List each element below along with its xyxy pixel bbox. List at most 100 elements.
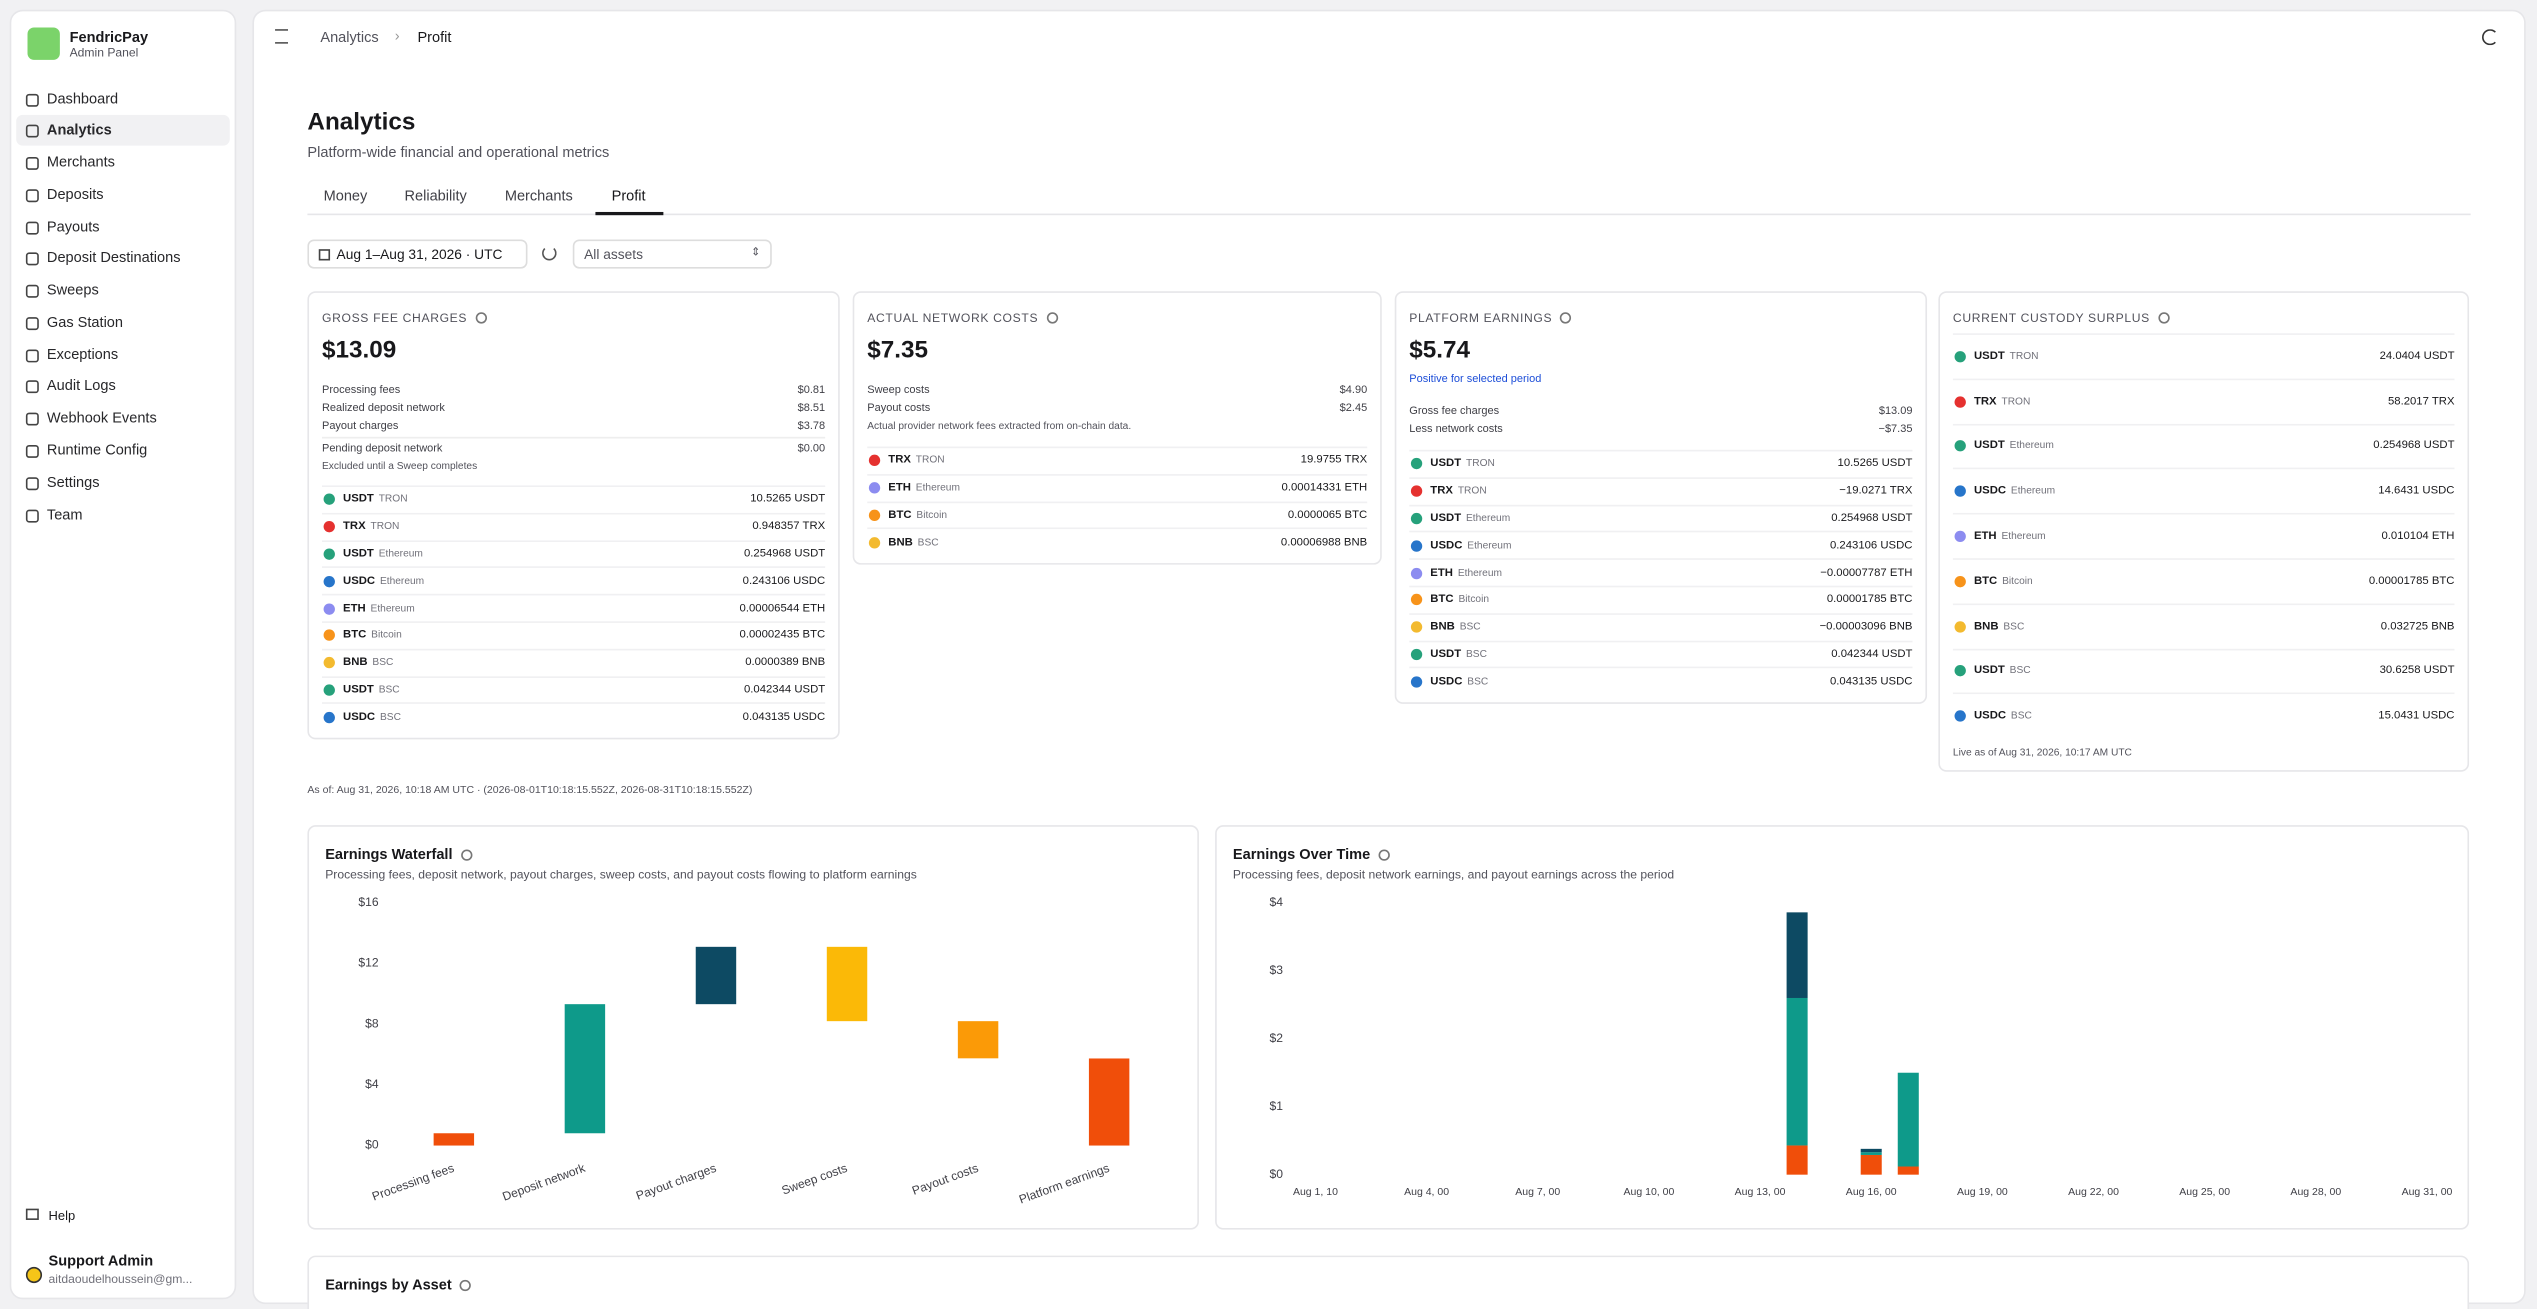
help-text: Help	[48, 1208, 76, 1224]
asset-chain: Ethereum	[2001, 530, 2046, 543]
nav-item[interactable]: Dashboard	[16, 83, 230, 114]
waterfall-bar	[433, 1133, 475, 1146]
nav-item[interactable]: Payouts	[16, 211, 230, 242]
y-tick-label: $0	[365, 1138, 379, 1152]
asset-symbol: BNB	[1973, 620, 1999, 633]
asset-row: ETH Ethereum 0.00006544 ETH	[321, 594, 826, 621]
x-tick-label: Aug 28, 00	[2290, 1186, 2341, 1198]
asset-row: ETH Ethereum 0.010104 ETH	[1952, 513, 2455, 558]
chart-title: Earnings Waterfall	[325, 846, 472, 862]
breakdown-row: Gross fee charges $13.09	[1409, 403, 1912, 421]
breakdown-label: Gross fee charges	[1409, 406, 1500, 418]
help-link[interactable]: Help	[25, 1208, 76, 1224]
asset-select[interactable]: All assets ⇕	[572, 239, 772, 269]
asset-chain: TRON	[1466, 458, 1495, 470]
asset-amount: 0.00006544 ETH	[739, 602, 826, 615]
nav-item[interactable]: Gas Station	[16, 307, 230, 338]
asset-row: TRX TRON 0.948357 TRX	[321, 512, 826, 540]
asset-chain: Bitcoin	[916, 509, 948, 521]
tab[interactable]: Merchants	[504, 187, 573, 204]
asset-row: USDC Ethereum 14.6431 USDC	[1952, 468, 2455, 513]
nav-item[interactable]: Merchants	[16, 147, 230, 178]
asset-chain: Ethereum	[2010, 485, 2056, 498]
asset-symbol: USDC	[1430, 675, 1463, 688]
asset-list: USDT TRON 10.5265 USDT TRX TRON −19.0271 TRX U…	[1409, 449, 1913, 695]
nav-item[interactable]: Audit Logs	[16, 371, 230, 402]
theme-toggle[interactable]	[2482, 29, 2499, 46]
card-title: GROSS FEE CHARGES	[322, 309, 825, 328]
asset-icon	[1410, 512, 1423, 525]
breakdown-row: Payout costs $2.45	[867, 400, 1367, 418]
asset-chain: BSC	[2003, 620, 2025, 633]
card-title: ACTUAL NETWORK COSTS	[867, 309, 1367, 328]
refresh-button[interactable]	[542, 245, 557, 261]
nav-label: Runtime Config	[46, 441, 148, 458]
nav-icon	[25, 125, 39, 138]
nav-label: Deposits	[46, 185, 104, 202]
user-name[interactable]: Support Admin	[48, 1252, 154, 1269]
breakdown-value: $13.09	[1878, 406, 1913, 418]
breakdown-label: Processing fees	[321, 385, 401, 397]
date-filter[interactable]: Aug 1–Aug 31, 2026 · UTC	[307, 239, 528, 269]
asset-icon	[1954, 620, 1966, 633]
asset-amount: 0.254968 USDT	[743, 548, 826, 560]
nav-item[interactable]: Deposit Destinations	[16, 243, 230, 274]
nav-item[interactable]: Deposits	[16, 179, 230, 210]
asset-row: TRX TRON −19.0271 TRX	[1409, 476, 1913, 504]
chart-title: Earnings Over Time	[1233, 846, 1390, 862]
asset-list: USDT TRON 24.0404 USDT TRX TRON 58.2017 TRX US…	[1952, 333, 2455, 738]
asset-symbol: BTC	[1973, 575, 1998, 588]
chart-card: Earnings by Asset	[307, 1255, 2470, 1309]
asset-chain: TRON	[915, 455, 945, 467]
tab[interactable]: Reliability	[404, 187, 467, 204]
nav-item[interactable]: Settings	[16, 467, 230, 498]
nav-item[interactable]: Webhook Events	[16, 403, 230, 434]
asset-row: BNB BSC 0.0000389 BNB	[321, 648, 826, 675]
as-of: As of: Aug 31, 2026, 10:18 AM UTC · (202…	[307, 784, 753, 797]
nav-item[interactable]: Team	[16, 499, 230, 530]
nav-label: Team	[46, 505, 83, 522]
card-value: $13.09	[321, 336, 397, 365]
tab[interactable]: Profit	[611, 187, 646, 204]
breakdown-label: Payout costs	[867, 402, 931, 415]
asset-amount: 58.2017 TRX	[2387, 395, 2455, 408]
asset-chain: Ethereum	[370, 602, 415, 615]
nav-item[interactable]: Sweeps	[16, 275, 230, 306]
asset-chain: BSC	[379, 711, 401, 723]
nav-icon	[25, 93, 39, 106]
bar-segment	[1897, 1072, 1919, 1167]
asset-chain: TRON	[370, 521, 400, 533]
nav-item[interactable]: Runtime Config	[16, 435, 230, 466]
nav-icon	[25, 284, 39, 298]
nav-item[interactable]: Exceptions	[16, 339, 230, 370]
asset-icon	[1954, 665, 1966, 678]
tab[interactable]: Money	[323, 187, 368, 204]
asset-chain: BSC	[917, 536, 939, 549]
asset-chain: Bitcoin	[371, 630, 402, 642]
asset-symbol: USDT	[1973, 665, 2005, 678]
asset-row: USDT Ethereum 0.254968 USDT	[1409, 504, 1913, 531]
asset-symbol: USDT	[343, 494, 374, 506]
asset-chain: Ethereum	[915, 482, 960, 494]
asset-icon	[323, 711, 335, 723]
y-tick-label: $12	[358, 956, 378, 970]
asset-chain: Ethereum	[379, 575, 425, 587]
x-tick-label: Aug 7, 00	[1515, 1186, 1560, 1198]
asset-symbol: USDT	[1430, 648, 1462, 661]
asset-icon	[1410, 594, 1423, 606]
asset-icon	[323, 630, 335, 642]
bar-segment	[1786, 1145, 1808, 1175]
x-tick-label: Sweep costs	[780, 1161, 849, 1198]
breadcrumb-0[interactable]: Analytics	[320, 29, 379, 46]
pending-label: Pending deposit network	[321, 443, 443, 455]
asset-icon	[1410, 648, 1423, 661]
menu-toggle[interactable]	[275, 29, 289, 44]
asset-amount: 0.243106 USDC	[1829, 540, 1913, 552]
avatar	[25, 1266, 43, 1284]
breakdown-label: Payout charges	[321, 420, 399, 433]
nav-item[interactable]: Analytics	[16, 115, 230, 147]
asset-row: TRX TRON 19.9755 TRX	[867, 446, 1368, 474]
asset-icon	[1410, 458, 1423, 470]
